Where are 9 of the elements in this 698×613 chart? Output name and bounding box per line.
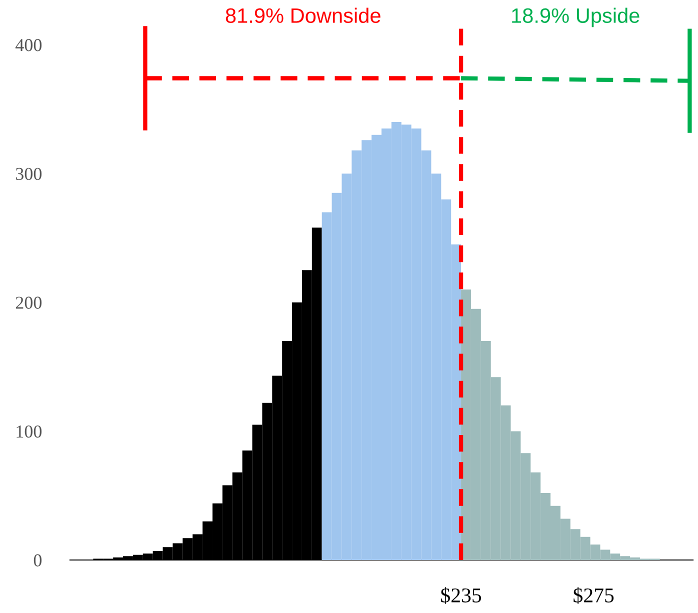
x-tick-label: $275: [574, 587, 614, 604]
annotation: 81.9% Downside: [226, 8, 380, 23]
y-tick-label: 100: [16, 425, 42, 438]
y-tick-label: 400: [15, 39, 42, 52]
y-tick-label: 300: [16, 168, 42, 180]
y-tick-label: 0: [34, 554, 42, 566]
y-tick-label: 200: [16, 296, 42, 309]
x-tick-label: $235: [441, 587, 482, 604]
annotation: 18.9% Upside: [512, 8, 640, 28]
